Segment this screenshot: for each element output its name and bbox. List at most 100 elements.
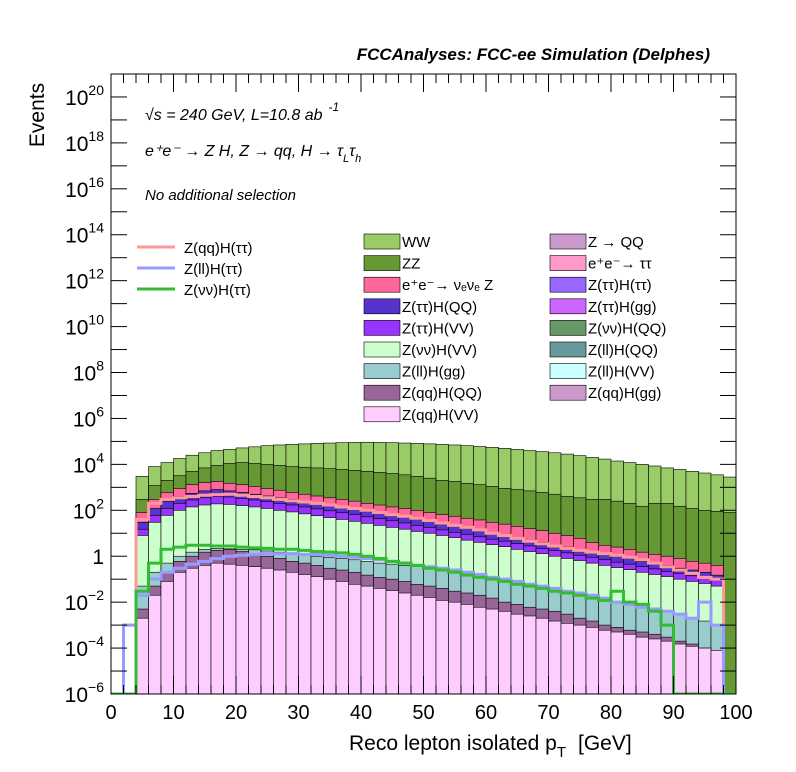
histogram-bar (148, 594, 162, 694)
legend-label: Z → QQ (588, 234, 644, 251)
histogram-bar (285, 571, 299, 694)
legend-label: Z(qq)H(ττ) (184, 240, 253, 257)
legend-label: Z(qq)H(QQ) (402, 385, 482, 402)
legend-box-swatch (363, 276, 401, 293)
legend-label: e⁺e⁻→ ττ (588, 256, 652, 273)
histogram-bar (460, 604, 474, 694)
histogram-bar (360, 585, 374, 694)
y-tick-label: 1 (92, 546, 104, 569)
histogram-bar (260, 567, 274, 694)
legend-box-swatch (549, 276, 587, 293)
histogram-bar (573, 624, 587, 694)
process-text: e⁺e⁻ → Z H, Z → qq, H → τ (145, 143, 344, 160)
legend-label: Z(νν)H(ττ) (184, 282, 251, 299)
x-tick-label: 100 (719, 702, 752, 724)
x-tick-label: 60 (475, 702, 497, 724)
histogram-bar (685, 645, 699, 694)
x-tick-label: 90 (662, 702, 684, 724)
legend-box-swatch (549, 341, 587, 358)
tau2-symbol: τ (349, 143, 356, 160)
svg-text:Reco lepton isolated pT: Reco lepton isolated pT (349, 732, 566, 761)
legend-box-swatch (363, 363, 401, 379)
histogram-bar (710, 649, 724, 694)
y-tick-label: 102 (73, 495, 104, 523)
annotation-block: √s = 240 GeV, L=10.8 ab -1 e⁺e⁻ → Z H, Z … (145, 100, 361, 204)
histogram-bar (385, 590, 399, 694)
y-axis-label: Events (26, 83, 49, 147)
histogram-bar (323, 578, 337, 694)
histogram-bar (210, 562, 224, 694)
histogram-bar (485, 608, 499, 694)
x-tick-label: 30 (287, 702, 309, 724)
histogram-bar (660, 640, 674, 694)
histogram-bar (185, 567, 199, 694)
histogram-bar (135, 617, 149, 694)
histogram-bar (548, 620, 562, 694)
legend-label: Z(ττ)H(gg) (588, 299, 657, 316)
chart-title: FCCAnalyses: FCC-ee Simulation (Delphes) (357, 45, 711, 64)
legend-box-swatch (363, 298, 401, 315)
svg-text:e⁺e⁻ → Z H, Z → qq, H → τLτh: e⁺e⁻ → Z H, Z → qq, H → τLτh (145, 143, 361, 165)
legend-box-swatch (363, 233, 401, 250)
histogram-bar (510, 613, 524, 694)
x-axis-label-subscript: T (557, 744, 566, 761)
stack-layer (135, 562, 724, 694)
y-tick-label: 10−6 (65, 679, 105, 707)
legend-label: e⁺e⁻→ νₑνₑ Z (402, 277, 493, 294)
y-tick-label: 1010 (65, 312, 104, 340)
tau2-subscript: h (355, 153, 361, 165)
histogram-bar (623, 633, 637, 694)
histogram-bar (235, 565, 249, 694)
legend-box-swatch (549, 384, 587, 401)
histogram-bar (273, 569, 287, 694)
histogram-bar (435, 600, 449, 694)
x-axis-label-main: Reco lepton isolated p (349, 732, 557, 755)
overlay-lines (111, 492, 736, 694)
histogram-bar (498, 610, 512, 694)
legend-label: Z(ττ)H(QQ) (402, 299, 477, 316)
legend-label: Z(qq)H(gg) (588, 385, 661, 402)
x-axis-label: Reco lepton isolated pT [GeV] (349, 732, 632, 761)
histogram-bar (723, 512, 736, 694)
histogram-bar (173, 571, 187, 694)
x-tick-label: 70 (537, 702, 559, 724)
y-tick-label: 1020 (65, 82, 104, 110)
histogram-bar (248, 566, 262, 694)
svg-text:√s = 240 GeV, L=10.8 ab-1: √s = 240 GeV, L=10.8 ab -1 (145, 100, 339, 124)
histogram-bar (348, 583, 362, 694)
y-tick-label: 104 (73, 449, 104, 477)
tau1-subscript: L (343, 153, 349, 165)
stacked-histograms (135, 441, 736, 694)
y-tick-label: 1012 (65, 266, 104, 294)
histogram-bar (448, 601, 462, 694)
histogram-bar (410, 594, 424, 694)
y-tick-label: 10−4 (65, 633, 105, 661)
histogram-bar (610, 631, 624, 694)
histogram-bar (585, 627, 599, 694)
selection-text: No additional selection (145, 187, 296, 204)
overlay-series-line (111, 492, 736, 694)
overlay-series-line (111, 543, 736, 694)
plot-area (111, 441, 736, 694)
lumi-exponent: -1 (329, 100, 340, 114)
y-tick-label: 1014 (65, 220, 104, 248)
x-tick-label: 0 (105, 702, 116, 724)
legend-box-swatch (363, 341, 401, 358)
y-tick-label: 10−2 (65, 587, 105, 615)
histogram-bar (198, 565, 212, 694)
legend-label: Z(ll)H(QQ) (588, 342, 658, 359)
histogram-bar (298, 574, 312, 694)
histogram-bar (673, 643, 687, 694)
legend-box-swatch (549, 320, 587, 336)
legend-label: Z(ll)H(ττ) (184, 261, 243, 278)
legend-box-swatch (549, 298, 587, 315)
y-tick-label: 1016 (65, 174, 104, 202)
legend-label: Z(ττ)H(ττ) (588, 277, 652, 294)
x-tick-label: 20 (225, 702, 247, 724)
legend-label: Z(ll)H(VV) (588, 364, 655, 381)
histogram-bar (535, 617, 549, 694)
legend-label: Z(ττ)H(VV) (402, 320, 474, 337)
y-tick-label: 1018 (65, 128, 104, 156)
x-tick-label: 10 (162, 702, 184, 724)
